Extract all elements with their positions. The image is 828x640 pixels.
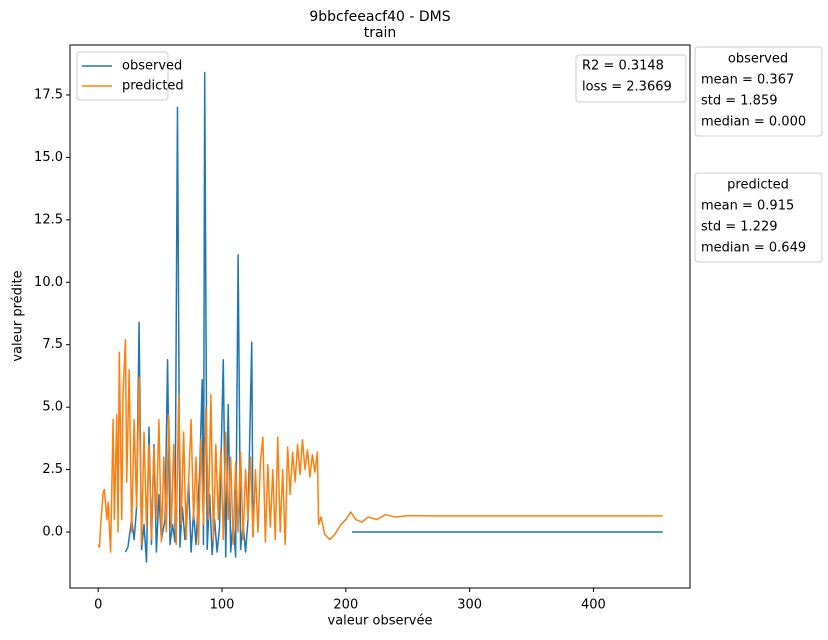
stats-text: R2 = 0.3148 xyxy=(582,59,664,74)
legend-label: observed xyxy=(122,59,182,74)
stats-text: loss = 2.3669 xyxy=(582,80,672,95)
side-box xyxy=(694,172,823,263)
series-line xyxy=(97,338,663,553)
x-tick-label: 400 xyxy=(581,598,606,613)
y-tick-label: 5.0 xyxy=(42,400,63,415)
side-box-line: std = 1.859 xyxy=(701,94,778,109)
x-tick-label: 100 xyxy=(210,598,235,613)
y-tick-label: 2.5 xyxy=(42,462,63,477)
axes-frame xyxy=(69,44,691,589)
y-tick-label: 7.5 xyxy=(42,337,63,352)
x-tick-label: 200 xyxy=(333,598,358,613)
y-tick-label: 10.0 xyxy=(34,275,63,290)
side-box-line: mean = 0.915 xyxy=(701,199,794,214)
side-box-line: std = 1.229 xyxy=(701,220,778,235)
side-box-line: median = 0.000 xyxy=(701,115,806,130)
chart-subtitle: train xyxy=(364,25,397,41)
side-box xyxy=(694,46,823,137)
side-box-line: mean = 0.367 xyxy=(701,73,794,88)
y-tick-label: 15.0 xyxy=(34,150,63,165)
x-tick-label: 0 xyxy=(94,598,102,613)
series-line xyxy=(124,71,663,563)
side-box-line: median = 0.649 xyxy=(701,241,806,256)
legend-box xyxy=(76,51,169,101)
y-tick-label: 12.5 xyxy=(34,212,63,227)
y-axis-label: valeur prédite xyxy=(11,270,26,361)
y-tick-label: 17.5 xyxy=(34,87,63,102)
side-box-title: observed xyxy=(728,52,788,67)
stats-box xyxy=(575,54,687,103)
y-tick-label: 0.0 xyxy=(42,525,63,540)
x-tick-label: 300 xyxy=(457,598,482,613)
side-box-title: predicted xyxy=(727,178,789,193)
chart-title: 9bbcfeeacf40 - DMS xyxy=(309,9,450,25)
legend-label: predicted xyxy=(122,79,184,94)
x-axis-label: valeur observée xyxy=(328,614,433,629)
plot-area xyxy=(97,71,663,563)
